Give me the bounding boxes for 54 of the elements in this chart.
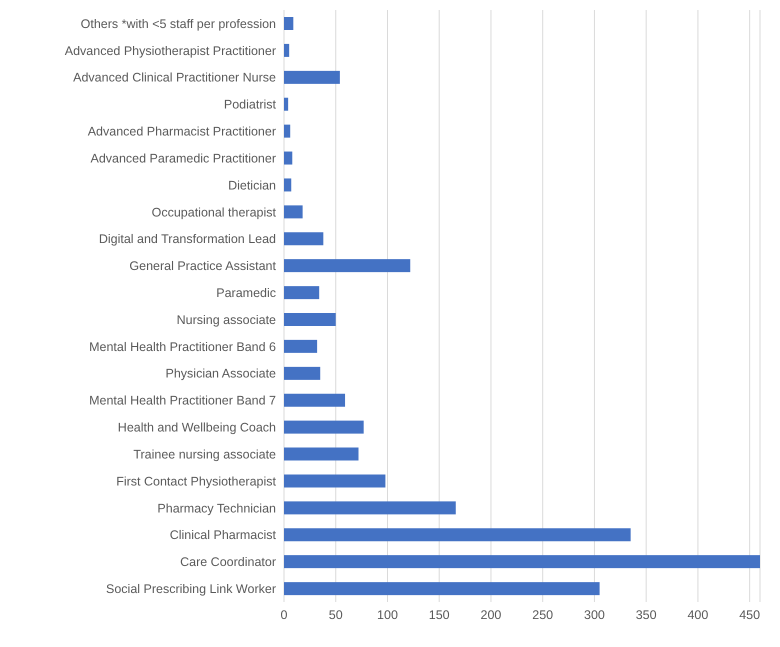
bar: [284, 448, 359, 461]
bar: [284, 474, 386, 488]
x-tick-label: 450: [739, 608, 760, 622]
bar: [284, 501, 456, 514]
y-tick-label: Pharmacy Technician: [157, 501, 276, 516]
bar: [284, 340, 318, 353]
bar: [284, 420, 364, 434]
bar: [284, 178, 292, 192]
y-tick-label: Clinical Pharmacist: [170, 528, 277, 542]
y-tick-label: Social Prescribing Link Worker: [106, 582, 276, 596]
bar: [284, 152, 292, 165]
y-tick-label: Paramedic: [216, 286, 276, 300]
x-tick-label: 50: [328, 608, 343, 622]
y-tick-label: General Practice Assistant: [129, 259, 277, 274]
bar: [284, 98, 288, 111]
x-tick-label: 400: [687, 608, 708, 622]
bar: [284, 17, 294, 30]
bar: [284, 124, 290, 138]
y-tick-label: First Contact Physiotherapist: [116, 474, 277, 488]
bar: [284, 232, 324, 246]
bar: [284, 286, 320, 300]
x-tick-label: 100: [377, 608, 398, 622]
x-tick-label: 0: [280, 608, 288, 622]
bar: [284, 528, 631, 542]
y-tick-label: Podiatrist: [224, 98, 277, 112]
y-tick-label: Mental Health Practitioner Band 7: [89, 394, 276, 408]
y-tick-label: Digital and Transformation Lead: [98, 232, 276, 246]
y-tick-label: Physician Associate: [166, 366, 276, 381]
x-tick-label: 300: [584, 608, 605, 622]
y-tick-label: Care Coordinator: [180, 555, 276, 570]
y-tick-label: Mental Health Practitioner Band 6: [89, 340, 276, 354]
bar: [284, 70, 340, 84]
bar: [284, 44, 290, 57]
bar: [284, 259, 410, 272]
y-tick-label: Advanced Physiotherapist Practitioner: [64, 44, 276, 58]
y-tick-label: Others *with <5 staff per profession: [80, 16, 276, 31]
bar: [284, 582, 600, 596]
y-tick-label: Trainee nursing associate: [133, 447, 276, 462]
bar: [284, 205, 303, 218]
y-tick-label: Advanced Paramedic Practitioner: [90, 151, 276, 166]
x-tick-label: 250: [532, 608, 554, 622]
y-tick-label: Occupational therapist: [152, 205, 277, 220]
x-tick-label: 200: [480, 608, 502, 622]
y-tick-label: Health and Wellbeing Coach: [118, 420, 276, 435]
y-tick-label: Nursing associate: [176, 312, 276, 327]
x-tick-label: 150: [428, 608, 450, 622]
y-tick-label: Advanced Pharmacist Practitioner: [88, 124, 276, 139]
bar: [284, 313, 336, 326]
x-tick-label: 350: [636, 608, 657, 622]
y-tick-label: Dietician: [228, 178, 276, 192]
bar: [284, 394, 346, 407]
y-tick-label: Advanced Clinical Practitioner Nurse: [73, 70, 276, 85]
bar: [284, 366, 320, 380]
bar: [284, 555, 760, 568]
